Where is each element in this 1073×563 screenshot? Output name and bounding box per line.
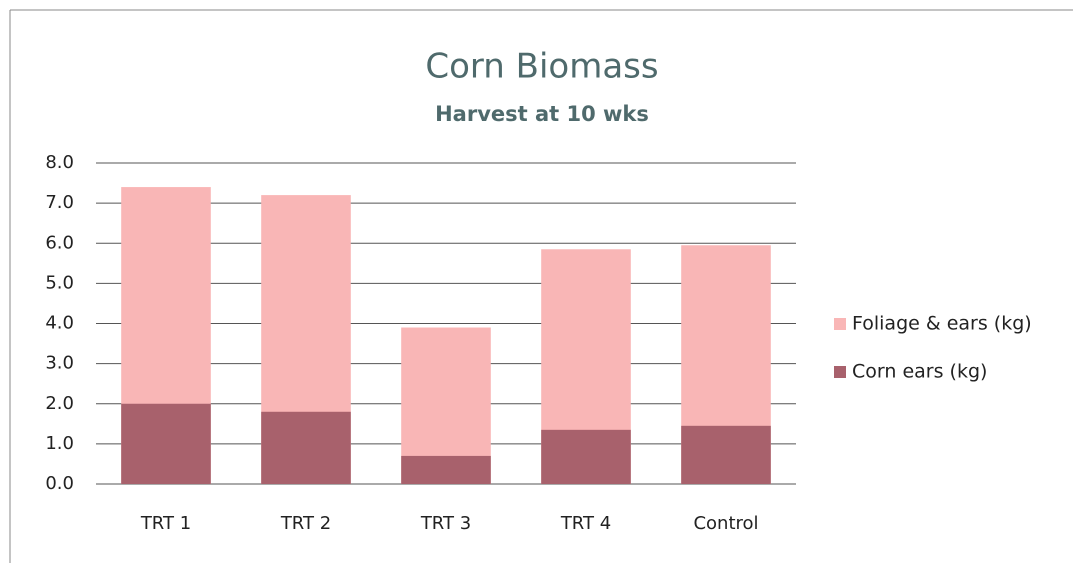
y-tick-label: 4.0 bbox=[45, 313, 74, 334]
y-tick-label: 3.0 bbox=[45, 353, 74, 374]
chart-title: Corn Biomass bbox=[425, 47, 658, 87]
y-tick-label: 7.0 bbox=[45, 192, 74, 213]
legend-label: Foliage & ears (kg) bbox=[852, 313, 1032, 335]
bar bbox=[401, 455, 491, 484]
x-tick-label: TRT 3 bbox=[420, 513, 471, 534]
chart-subtitle: Harvest at 10 wks bbox=[435, 102, 649, 126]
legend-label: Corn ears (kg) bbox=[852, 361, 987, 383]
bar bbox=[261, 411, 351, 484]
bar bbox=[121, 403, 211, 484]
bar bbox=[681, 425, 771, 484]
y-tick-label: 2.0 bbox=[45, 393, 74, 414]
y-tick-label: 8.0 bbox=[45, 152, 74, 173]
legend-swatch bbox=[834, 318, 846, 330]
legend-swatch bbox=[834, 366, 846, 378]
y-tick-label: 0.0 bbox=[45, 473, 74, 494]
y-tick-label: 1.0 bbox=[45, 433, 74, 454]
x-tick-label: TRT 2 bbox=[280, 513, 331, 534]
x-tick-label: TRT 4 bbox=[560, 513, 611, 534]
y-tick-label: 6.0 bbox=[45, 232, 74, 253]
bar bbox=[541, 429, 631, 484]
x-tick-label: Control bbox=[693, 513, 758, 534]
x-tick-label: TRT 1 bbox=[140, 513, 191, 534]
y-tick-label: 5.0 bbox=[45, 272, 74, 293]
